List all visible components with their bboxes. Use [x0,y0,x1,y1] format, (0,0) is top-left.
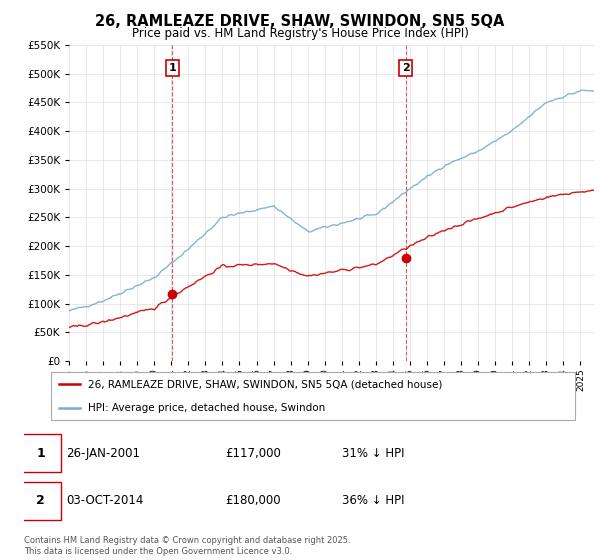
Text: HPI: Average price, detached house, Swindon: HPI: Average price, detached house, Swin… [88,403,325,413]
Text: 36% ↓ HPI: 36% ↓ HPI [342,494,404,507]
Text: 31% ↓ HPI: 31% ↓ HPI [342,447,404,460]
Text: Price paid vs. HM Land Registry's House Price Index (HPI): Price paid vs. HM Land Registry's House … [131,27,469,40]
FancyBboxPatch shape [50,372,575,420]
Text: 1: 1 [36,447,45,460]
Text: 2: 2 [402,63,410,73]
Text: Contains HM Land Registry data © Crown copyright and database right 2025.
This d: Contains HM Land Registry data © Crown c… [24,536,350,556]
FancyBboxPatch shape [20,434,61,473]
Text: 26, RAMLEAZE DRIVE, SHAW, SWINDON, SN5 5QA: 26, RAMLEAZE DRIVE, SHAW, SWINDON, SN5 5… [95,14,505,29]
Text: 2: 2 [36,494,45,507]
FancyBboxPatch shape [20,482,61,520]
Text: £180,000: £180,000 [225,494,281,507]
Text: 26, RAMLEAZE DRIVE, SHAW, SWINDON, SN5 5QA (detached house): 26, RAMLEAZE DRIVE, SHAW, SWINDON, SN5 5… [88,380,442,390]
Text: 26-JAN-2001: 26-JAN-2001 [66,447,140,460]
Text: 1: 1 [169,63,176,73]
Text: 03-OCT-2014: 03-OCT-2014 [66,494,143,507]
Text: £117,000: £117,000 [225,447,281,460]
